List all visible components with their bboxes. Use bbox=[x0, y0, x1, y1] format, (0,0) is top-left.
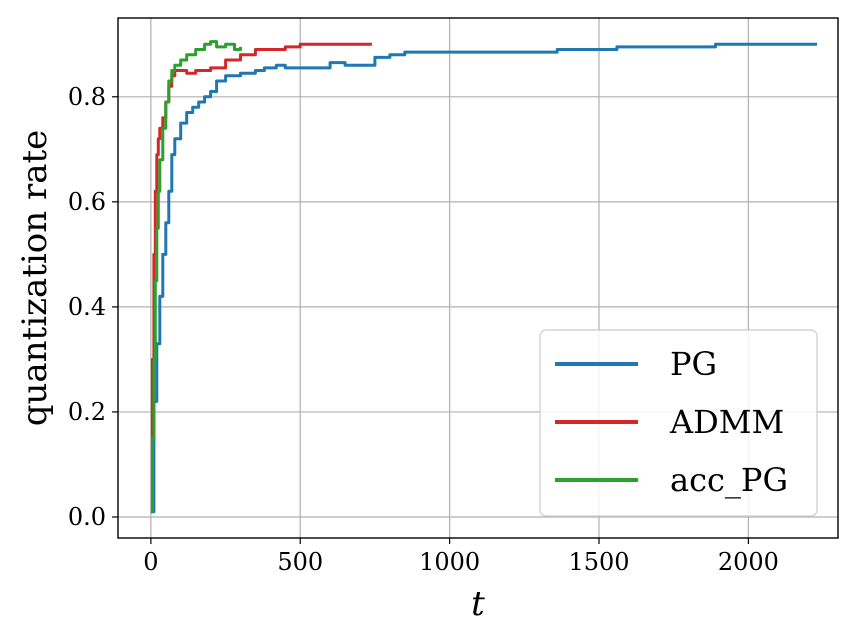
x-tick-label: 0 bbox=[143, 548, 158, 576]
y-tick-label: 0.6 bbox=[68, 188, 106, 216]
legend-label: ADMM bbox=[669, 403, 784, 441]
x-tick-label: 500 bbox=[277, 548, 323, 576]
series-lines bbox=[150, 40, 818, 514]
legend-label: acc_PG bbox=[670, 461, 788, 499]
y-tick-label: 0.8 bbox=[68, 83, 106, 111]
x-tick-labels: 0 500 1000 1500 2000 bbox=[143, 548, 779, 576]
x-tick-label: 1500 bbox=[568, 548, 629, 576]
grid bbox=[118, 18, 838, 538]
legend-box bbox=[539, 329, 818, 517]
y-tick-label: 0.0 bbox=[68, 503, 106, 531]
y-tick-label: 0.2 bbox=[68, 398, 106, 426]
legend-label: PG bbox=[670, 345, 717, 383]
x-tick-label: 1000 bbox=[419, 548, 480, 576]
x-tick-label: 2000 bbox=[718, 548, 779, 576]
y-tick-label: 0.4 bbox=[68, 293, 106, 321]
x-axis-label: t bbox=[471, 584, 485, 624]
y-axis-label: quantization rate bbox=[15, 130, 55, 427]
series-line-admm bbox=[150, 42, 372, 508]
plot-frame bbox=[117, 17, 839, 539]
tick-marks bbox=[112, 96, 749, 544]
y-tick-labels: 0.0 0.2 0.4 0.6 0.8 bbox=[68, 83, 106, 531]
legend: PG ADMM acc_PG bbox=[539, 329, 818, 517]
series-line-pg bbox=[150, 42, 818, 514]
series-line-acc-pg bbox=[150, 40, 242, 514]
